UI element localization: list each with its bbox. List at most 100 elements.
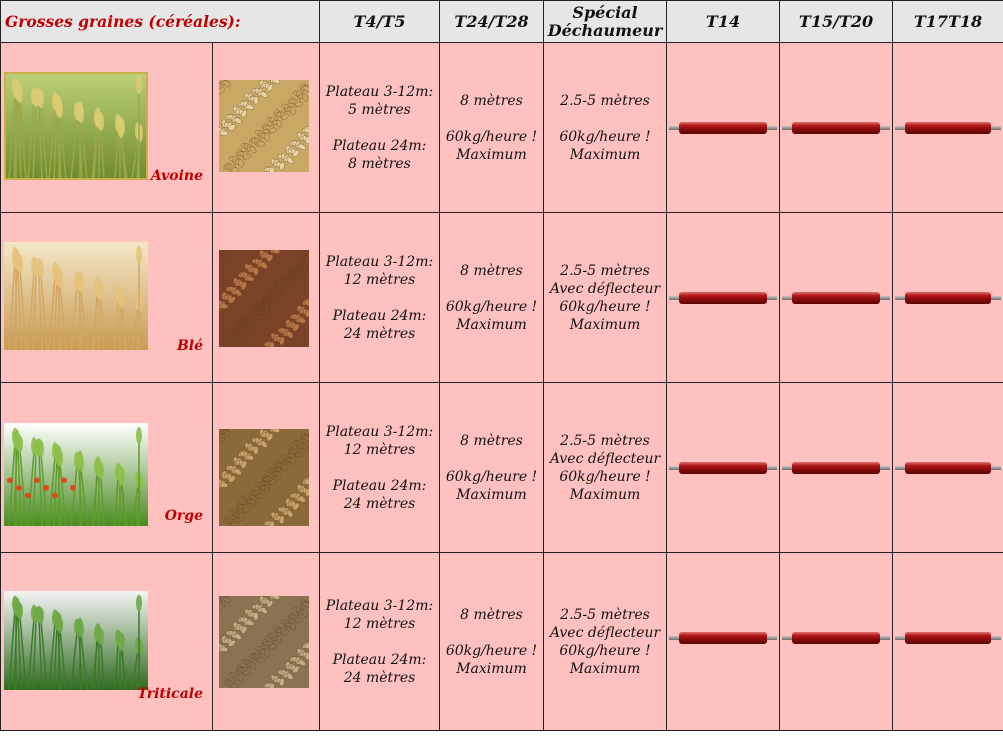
cell-t4t5: Plateau 3-12m: 12 mètres Plateau 24m: 24 mè… xyxy=(319,212,441,383)
cell-t14 xyxy=(666,212,781,383)
col-header-special: Spécial Déchaumeur xyxy=(543,0,668,43)
cell-line: Plateau 3-12m: xyxy=(325,597,434,614)
crop-name: Orge xyxy=(164,508,203,524)
cell-t17t18 xyxy=(892,382,1003,553)
cell-t17t18 xyxy=(892,42,1003,213)
col-header-t17t18: T17T18 xyxy=(892,0,1003,43)
cell-special: 2.5-5 mètres Avec déflecteur 60kg/heure ! M… xyxy=(543,382,668,553)
cell-t14 xyxy=(666,42,781,213)
spacer xyxy=(441,624,543,642)
seed-roller-icon xyxy=(668,462,779,474)
seed-roller-icon xyxy=(894,632,1003,644)
spacer xyxy=(321,633,439,651)
cell-t24t28: 8 mètres 60kg/heure ! Maximum xyxy=(439,382,545,553)
cell-line: Plateau 3-12m: xyxy=(325,83,434,100)
crop-cell: Orge xyxy=(0,382,213,553)
cell-line: Avec déflecteur xyxy=(549,624,661,641)
cell-line: 2.5-5 mètres xyxy=(560,432,650,449)
cell-t4t5: Plateau 3-12m: 5 mètres Plateau 24m: 8 mètr… xyxy=(319,42,441,213)
field-photo xyxy=(1,72,148,181)
cell-line: Avec déflecteur xyxy=(549,450,661,467)
spacer xyxy=(321,459,439,477)
grain-cell xyxy=(211,552,321,731)
cell-line: Maximum xyxy=(569,660,641,677)
cell-line: Maximum xyxy=(569,486,641,503)
seed-table: Grosses graines (céréales): T4/T5 T24/T2… xyxy=(0,0,1003,731)
seed-roller-icon xyxy=(894,292,1003,304)
cell-line: 12 mètres xyxy=(343,441,416,458)
seed-roller-icon xyxy=(894,462,1003,474)
grain-sample-photo xyxy=(214,592,313,692)
cell-line: 24 mètres xyxy=(343,325,416,342)
cell-line: Maximum xyxy=(456,146,527,163)
cell-t15t20 xyxy=(779,382,894,553)
spacer xyxy=(441,450,543,468)
cell-line: Avec déflecteur xyxy=(549,280,661,297)
field-photo xyxy=(1,242,148,351)
cell-line: 12 mètres xyxy=(343,271,416,288)
seed-roller-icon xyxy=(781,122,892,134)
col-header-t4t5: T4/T5 xyxy=(319,0,441,43)
cell-special: 2.5-5 mètres Avec déflecteur 60kg/heure ! M… xyxy=(543,212,668,383)
cell-t24t28: 8 mètres 60kg/heure ! Maximum xyxy=(439,42,545,213)
col-header-t14: T14 xyxy=(666,0,781,43)
cell-line: 2.5-5 mètres xyxy=(560,606,650,623)
cell-t15t20 xyxy=(779,552,894,731)
cell-special: 2.5-5 mètres Avec déflecteur 60kg/heure ! M… xyxy=(543,552,668,731)
spacer xyxy=(321,289,439,307)
cell-line: 60kg/heure ! xyxy=(445,468,538,485)
seed-roller-icon xyxy=(781,632,892,644)
cell-t17t18 xyxy=(892,212,1003,383)
cell-t14 xyxy=(666,552,781,731)
cell-line: 2.5-5 mètres xyxy=(560,262,650,279)
cell-line: 60kg/heure ! xyxy=(559,128,651,145)
header-row: Grosses graines (céréales): T4/T5 T24/T2… xyxy=(0,0,1003,43)
cell-line: 12 mètres xyxy=(343,615,416,632)
cell-t15t20 xyxy=(779,212,894,383)
field-photo xyxy=(1,591,148,691)
cell-t4t5: Plateau 3-12m: 12 mètres Plateau 24m: 24 mè… xyxy=(319,382,441,553)
cell-line: Plateau 24m: xyxy=(332,307,427,324)
table-row: Avoine Plateau 3-12m: 5 mètres Plateau 24m:… xyxy=(0,42,1003,213)
cell-line: Plateau 3-12m: xyxy=(325,253,434,270)
cell-t14 xyxy=(666,382,781,553)
seed-roller-icon xyxy=(668,632,779,644)
cell-t15t20 xyxy=(779,42,894,213)
seed-roller-icon xyxy=(668,292,779,304)
cell-t24t28: 8 mètres 60kg/heure ! Maximum xyxy=(439,552,545,731)
grain-sample-photo xyxy=(214,76,313,176)
cell-line: 24 mètres xyxy=(343,495,416,512)
cell-line: 8 mètres xyxy=(460,92,523,109)
grain-cell xyxy=(211,382,321,553)
crop-name: Blé xyxy=(176,338,203,354)
grain-sample-photo xyxy=(214,425,313,530)
cell-line: Maximum xyxy=(456,316,527,333)
cell-line: 8 mètres xyxy=(348,155,411,172)
crop-cell: Triticale xyxy=(0,552,213,731)
cell-line: Plateau 3-12m: xyxy=(325,423,434,440)
grain-cell xyxy=(211,42,321,213)
seed-roller-icon xyxy=(668,122,779,134)
col-header-t24t28: T24/T28 xyxy=(439,0,545,43)
cell-t24t28: 8 mètres 60kg/heure ! Maximum xyxy=(439,212,545,383)
grain-sample-photo xyxy=(214,246,313,351)
crop-name: Avoine xyxy=(150,168,203,184)
cell-line: 5 mètres xyxy=(348,101,411,118)
seed-roller-icon xyxy=(781,292,892,304)
cell-line: Maximum xyxy=(456,660,527,677)
crop-cell: Avoine xyxy=(0,42,213,213)
grain-cell xyxy=(211,212,321,383)
spacer xyxy=(441,280,543,298)
cell-line: 8 mètres xyxy=(460,432,523,449)
cell-line: 60kg/heure ! xyxy=(445,642,538,659)
cell-line: Plateau 24m: xyxy=(332,477,427,494)
seed-roller-icon xyxy=(894,122,1003,134)
spacer xyxy=(441,110,543,128)
cell-line: Plateau 24m: xyxy=(332,651,427,668)
cell-line: 60kg/heure ! xyxy=(559,642,651,659)
cell-line: 24 mètres xyxy=(343,669,416,686)
cell-line: 60kg/heure ! xyxy=(445,128,538,145)
crop-name: Triticale xyxy=(137,686,203,702)
cell-line: Maximum xyxy=(569,146,641,163)
field-photo xyxy=(1,423,148,527)
